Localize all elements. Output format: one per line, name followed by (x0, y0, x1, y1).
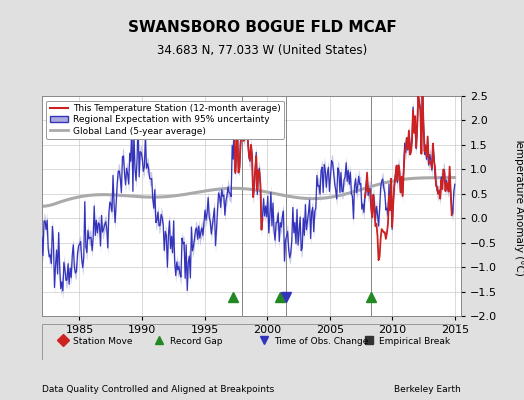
Text: Berkeley Earth: Berkeley Earth (395, 385, 461, 394)
Text: Data Quality Controlled and Aligned at Breakpoints: Data Quality Controlled and Aligned at B… (42, 385, 274, 394)
Y-axis label: Temperature Anomaly (°C): Temperature Anomaly (°C) (514, 136, 524, 276)
Text: Record Gap: Record Gap (170, 337, 222, 346)
Legend: This Temperature Station (12-month average), Regional Expectation with 95% uncer: This Temperature Station (12-month avera… (47, 100, 284, 139)
Text: SWANSBORO BOGUE FLD MCAF: SWANSBORO BOGUE FLD MCAF (128, 20, 396, 35)
Text: Empirical Break: Empirical Break (379, 337, 451, 346)
Text: 34.683 N, 77.033 W (United States): 34.683 N, 77.033 W (United States) (157, 44, 367, 57)
Text: Station Move: Station Move (73, 337, 133, 346)
Text: Time of Obs. Change: Time of Obs. Change (275, 337, 369, 346)
